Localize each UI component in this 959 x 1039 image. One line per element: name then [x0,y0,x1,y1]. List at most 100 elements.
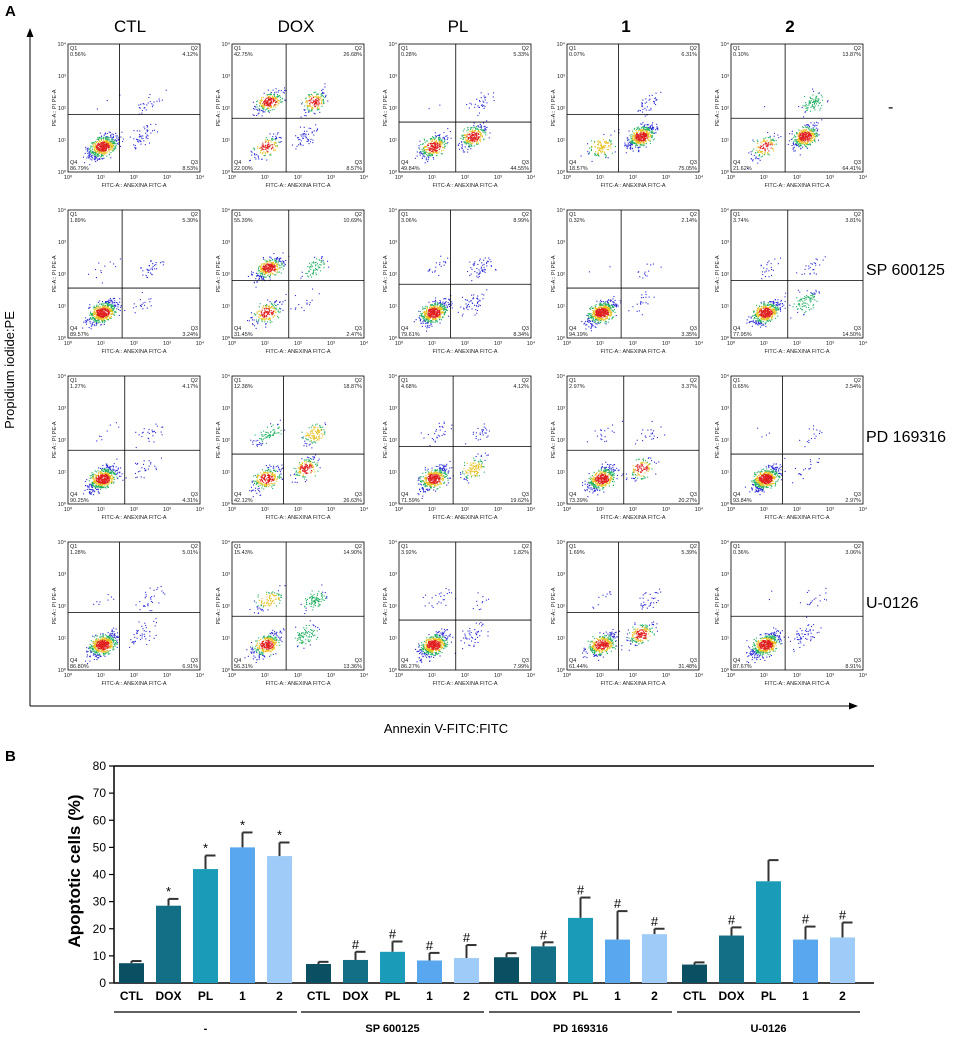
flow-event-dot [90,145,92,147]
flow-event-dot [306,102,308,104]
flow-event-dot [315,268,317,270]
flow-event-dot [640,123,642,125]
flow-event-dot [430,316,432,318]
flow-event-dot [106,318,108,320]
flow-event-dot [114,304,116,306]
flow-event-dot [810,97,812,99]
flow-event-dot [604,141,606,143]
flow-event-dot [315,96,317,98]
flow-event-dot [651,94,653,96]
flow-event-dot [810,133,812,135]
flow-event-dot [264,101,266,103]
flow-event-dot [763,139,765,141]
flow-event-dot [470,127,472,129]
flow-event-dot [112,137,114,139]
flow-event-dot [628,139,630,141]
flow-event-dot [651,129,653,131]
plot-x-label: FITC-A:: ANEXINA FITC-A [265,183,330,189]
flow-event-dot [432,146,434,148]
flow-event-dot [481,136,483,138]
flow-event-dot [606,142,608,144]
flow-event-dot [809,140,811,142]
flow-event-dot [594,146,596,148]
flow-event-dot [614,146,616,148]
flow-event-dot [165,89,167,91]
flow-event-dot [418,147,420,149]
flow-event-dot [440,317,442,319]
flow-event-dot [795,143,797,145]
flow-event-dot [637,151,639,153]
flow-event-dot [805,107,807,109]
flow-event-dot [278,260,280,262]
flow-event-dot [261,272,263,274]
flow-event-dot [470,142,472,144]
flow-event-dot [807,141,809,143]
flow-event-dot [152,265,154,267]
flow-event-dot [439,315,441,317]
flow-event-dot [423,320,425,322]
flow-event-dot [443,136,445,138]
flow-event-dot [258,105,260,107]
flow-event-dot [319,103,321,105]
flow-event-dot [647,127,649,129]
flow-event-dot [433,306,435,308]
flow-event-dot [117,143,119,145]
flow-event-dot [598,150,600,152]
flow-event-dot [297,137,299,139]
flow-event-dot [269,317,271,319]
flow-event-dot [770,147,772,149]
flow-event-dot [480,132,482,134]
flow-event-dot [313,112,315,114]
flow-event-dot [273,270,275,272]
flow-event-dot [807,135,809,137]
flow-event-dot [435,304,437,306]
flow-event-dot [465,143,467,145]
flow-event-dot [419,148,421,150]
flow-event-dot [314,269,316,271]
flow-event-dot [101,152,103,154]
flow-event-dot [605,141,607,143]
flow-event-dot [103,152,105,154]
flow-event-dot [282,309,284,311]
flow-event-dot [274,138,276,140]
flow-event-dot [649,127,651,129]
flow-event-dot [96,155,98,157]
flow-event-dot [96,308,98,310]
q4-value: 49.84% [401,166,420,172]
flow-event-dot [580,155,582,157]
flow-event-dot [111,145,113,147]
flow-plot-frame [67,43,201,173]
flow-event-dot [597,140,599,142]
flow-event-dot [99,137,101,139]
flow-event-dot [260,268,262,270]
flow-event-dot [639,135,641,137]
flow-event-dot [274,94,276,96]
flow-event-dot [636,139,638,141]
flow-event-dot [440,143,442,145]
flow-event-dot [476,131,478,133]
flow-event-dot [97,312,99,314]
flow-event-dot [642,108,644,110]
flow-event-dot [109,261,111,263]
flow-event-dot [643,140,645,142]
flow-event-dot [105,305,107,307]
flow-event-dot [474,138,476,140]
flow-event-dot [810,122,812,124]
flow-event-dot [268,261,270,263]
flow-event-dot [270,260,272,262]
flow-event-dot [94,159,96,161]
flow-event-dot [438,138,440,140]
flow-event-dot [769,142,771,144]
flow-event-dot [261,319,263,321]
flow-event-dot [273,98,275,100]
flow-event-dot [599,140,601,142]
flow-event-dot [630,142,632,144]
flow-event-dot [432,155,434,157]
flow-event-dot [441,140,443,142]
flow-event-dot [316,98,318,100]
flow-event-dot [591,146,593,148]
flow-event-dot [320,270,322,272]
flow-event-dot [103,134,105,136]
flow-event-dot [800,133,802,135]
flow-event-dot [487,93,489,95]
